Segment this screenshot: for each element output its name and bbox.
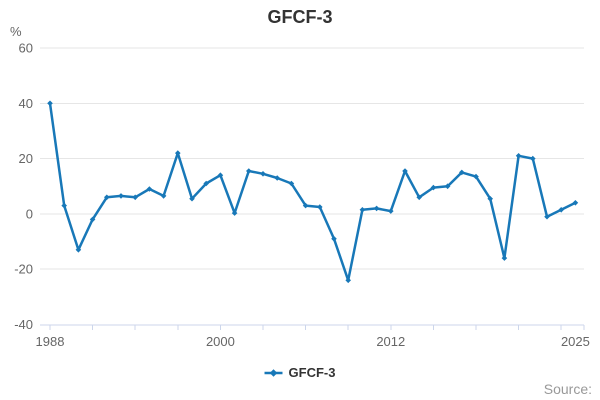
- data-point-marker[interactable]: [388, 208, 394, 214]
- data-point-marker[interactable]: [288, 180, 295, 187]
- data-point-marker[interactable]: [331, 236, 337, 242]
- data-point-marker[interactable]: [274, 175, 280, 181]
- data-point-marker[interactable]: [459, 169, 465, 176]
- data-point-marker[interactable]: [104, 194, 110, 201]
- y-axis-label: -20: [14, 262, 33, 277]
- data-point-marker[interactable]: [89, 216, 96, 223]
- data-point-marker[interactable]: [47, 100, 53, 107]
- data-point-marker[interactable]: [246, 168, 252, 174]
- data-point-marker[interactable]: [61, 202, 67, 209]
- data-point-marker[interactable]: [416, 194, 422, 201]
- data-point-marker[interactable]: [544, 213, 550, 220]
- data-point-marker[interactable]: [203, 180, 209, 187]
- data-point-marker[interactable]: [487, 195, 493, 202]
- series-line[interactable]: [48, 102, 577, 282]
- data-point-marker[interactable]: [260, 171, 266, 177]
- legend-item[interactable]: GFCF-3: [264, 365, 336, 380]
- legend-label: GFCF-3: [288, 365, 336, 380]
- x-axis-label: 2000: [206, 334, 235, 349]
- data-point-marker[interactable]: [572, 200, 579, 206]
- data-point-marker[interactable]: [359, 207, 366, 213]
- chart-title: GFCF-3: [267, 7, 333, 27]
- data-point-marker[interactable]: [189, 195, 195, 202]
- data-point-marker[interactable]: [530, 155, 536, 162]
- y-axis-label: 20: [19, 151, 33, 166]
- data-point-marker[interactable]: [373, 205, 380, 212]
- data-point-marker[interactable]: [160, 193, 167, 199]
- data-point-marker[interactable]: [118, 193, 124, 199]
- x-axis-label: 2025: [561, 334, 590, 349]
- data-point-marker[interactable]: [444, 183, 451, 190]
- data-point-marker[interactable]: [402, 168, 408, 174]
- data-point-marker[interactable]: [558, 207, 564, 213]
- y-axis-label: 40: [19, 96, 33, 111]
- legend-line-marker-icon: [264, 368, 283, 377]
- data-point-marker[interactable]: [217, 172, 224, 178]
- y-axis-unit-label: %: [10, 24, 22, 39]
- data-point-marker[interactable]: [75, 247, 82, 253]
- y-axis-label: 60: [19, 41, 33, 56]
- data-point-marker[interactable]: [345, 277, 351, 284]
- data-point-marker[interactable]: [473, 173, 479, 180]
- y-axis-label: -40: [14, 317, 33, 332]
- data-point-marker[interactable]: [175, 150, 181, 156]
- data-point-marker[interactable]: [231, 210, 238, 216]
- x-axis-label: 2012: [376, 334, 405, 349]
- y-axis-label: 0: [26, 206, 33, 221]
- data-point-marker[interactable]: [515, 153, 522, 159]
- data-point-marker[interactable]: [132, 194, 138, 201]
- data-point-marker[interactable]: [501, 255, 508, 261]
- credits-text: Source:: [543, 381, 592, 397]
- x-axis-label: 1988: [36, 334, 65, 349]
- data-point-marker[interactable]: [317, 204, 323, 210]
- data-point-marker[interactable]: [146, 186, 153, 192]
- data-point-marker[interactable]: [302, 202, 309, 209]
- data-point-marker[interactable]: [430, 184, 437, 191]
